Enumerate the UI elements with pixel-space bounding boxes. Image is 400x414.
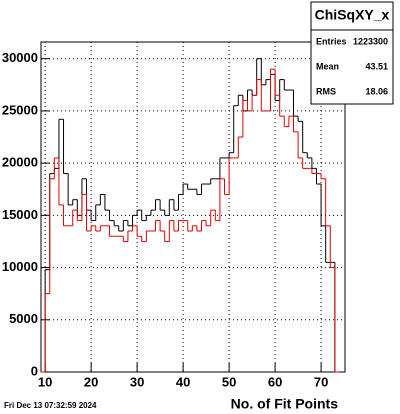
- x-tick-label: 30: [130, 374, 144, 389]
- x-axis-label: No. of Fit Points: [231, 396, 339, 412]
- x-tick-label: 20: [84, 374, 98, 389]
- stats-label: RMS: [316, 86, 336, 96]
- y-tick-label: 5000: [9, 311, 38, 326]
- y-tick-label: 20000: [2, 155, 38, 170]
- stats-value: 1223300: [353, 36, 388, 46]
- y-tick-label: 25000: [2, 102, 38, 117]
- timestamp: Fri Dec 13 07:32:59 2024: [4, 401, 97, 410]
- y-tick-label: 15000: [2, 207, 38, 222]
- stats-value: 43.51: [365, 61, 388, 71]
- x-tick-label: 10: [38, 374, 52, 389]
- stats-title: ChiSqXY_x: [315, 7, 390, 23]
- stats-label: Mean: [316, 61, 339, 71]
- y-tick-label: 0: [31, 363, 38, 378]
- x-tick-label: 40: [176, 374, 190, 389]
- x-tick-label: 50: [222, 374, 236, 389]
- x-tick-label: 60: [268, 374, 282, 389]
- stats-value: 18.06: [365, 86, 388, 96]
- y-tick-label: 30000: [2, 50, 38, 65]
- y-tick-label: 10000: [2, 259, 38, 274]
- stats-box: [310, 1, 394, 105]
- x-tick-label: 70: [314, 374, 328, 389]
- stats-label: Entries: [316, 36, 347, 46]
